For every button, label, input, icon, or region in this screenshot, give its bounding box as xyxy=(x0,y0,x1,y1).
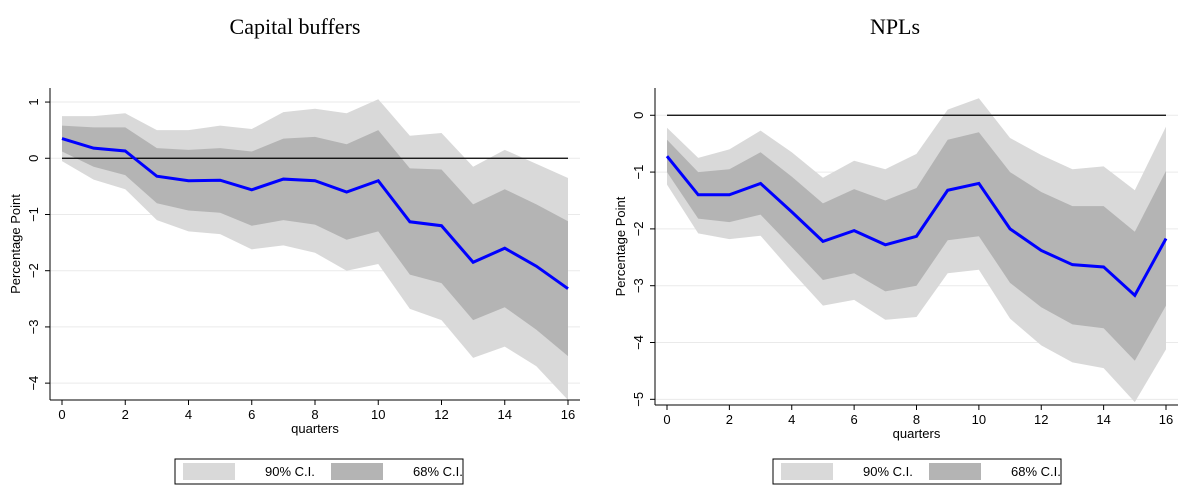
x-tick-label: 8 xyxy=(311,407,318,422)
x-tick-label: 14 xyxy=(1096,412,1110,427)
estimate-line xyxy=(61,137,569,290)
legend-swatch xyxy=(183,463,235,480)
x-tick-label: 6 xyxy=(851,412,858,427)
y-axis-label: Percentage Point xyxy=(8,194,23,294)
legend-label: 90% C.I. xyxy=(863,464,913,479)
x-tick-label: 12 xyxy=(434,407,448,422)
legend-swatch xyxy=(331,463,383,480)
y-tick-label: −1 xyxy=(26,207,41,222)
x-tick-label: 6 xyxy=(248,407,255,422)
y-tick-label: −2 xyxy=(26,263,41,278)
x-tick-label: 2 xyxy=(726,412,733,427)
x-tick-label: 4 xyxy=(788,412,795,427)
y-tick-label: −4 xyxy=(631,335,646,350)
chart-title: Capital buffers xyxy=(230,14,361,39)
x-tick-label: 16 xyxy=(1159,412,1173,427)
x-tick-label: 2 xyxy=(122,407,129,422)
x-tick-label: 4 xyxy=(185,407,192,422)
legend-label: 90% C.I. xyxy=(265,464,315,479)
y-tick-label: −2 xyxy=(631,221,646,236)
y-tick-label: −3 xyxy=(26,320,41,335)
x-tick-label: 16 xyxy=(561,407,575,422)
y-tick-label: 0 xyxy=(631,112,646,119)
y-tick-label: −4 xyxy=(26,376,41,391)
x-tick-label: 10 xyxy=(972,412,986,427)
y-tick-label: −3 xyxy=(631,278,646,293)
legend-swatch xyxy=(929,463,981,480)
legend-swatch xyxy=(781,463,833,480)
ci-band xyxy=(667,132,1166,361)
x-tick-label: 12 xyxy=(1034,412,1048,427)
y-tick-label: −5 xyxy=(631,392,646,407)
y-tick-label: −1 xyxy=(631,165,646,180)
chart-title: NPLs xyxy=(870,14,920,39)
y-tick-label: 0 xyxy=(26,155,41,162)
legend-label: 68% C.I. xyxy=(1011,464,1061,479)
x-tick-label: 14 xyxy=(498,407,512,422)
x-axis-label: quarters xyxy=(291,421,339,436)
estimate-line xyxy=(665,155,1168,298)
x-tick-label: 0 xyxy=(58,407,65,422)
ci-band xyxy=(62,125,568,357)
x-tick-label: 8 xyxy=(913,412,920,427)
y-tick-label: 1 xyxy=(26,98,41,105)
y-axis-label: Percentage Point xyxy=(613,196,628,296)
x-tick-label: 10 xyxy=(371,407,385,422)
x-axis-label: quarters xyxy=(893,426,941,441)
legend-label: 68% C.I. xyxy=(413,464,463,479)
x-tick-label: 0 xyxy=(663,412,670,427)
